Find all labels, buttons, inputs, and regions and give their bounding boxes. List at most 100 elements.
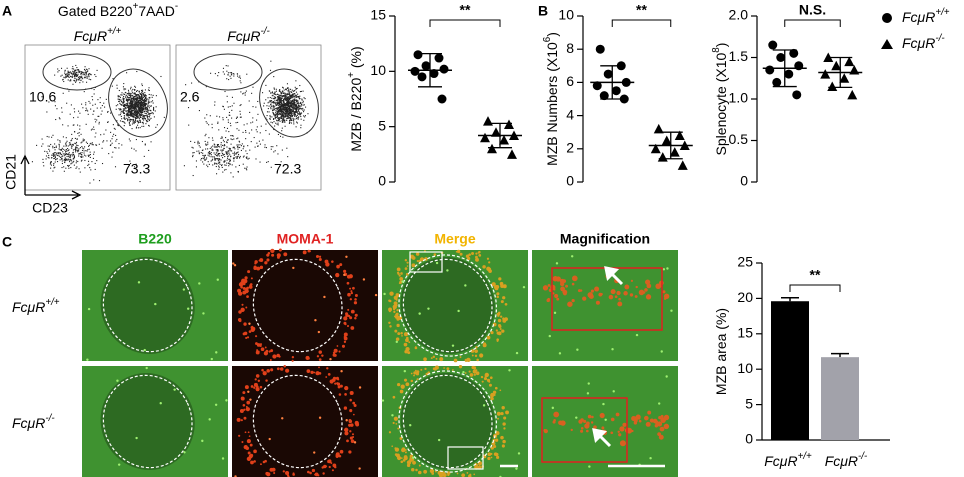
stain bbox=[497, 311, 501, 315]
flow-event bbox=[136, 116, 139, 118]
flow-event bbox=[215, 149, 217, 151]
flow-event bbox=[116, 138, 118, 141]
flow-event bbox=[282, 86, 284, 88]
stain bbox=[420, 368, 423, 371]
flow-event bbox=[302, 90, 304, 92]
speck bbox=[508, 369, 511, 372]
flow-event bbox=[272, 118, 275, 121]
flow-event bbox=[137, 127, 140, 129]
flow-event bbox=[281, 110, 283, 112]
flow-event bbox=[155, 106, 157, 108]
flow-event bbox=[234, 151, 236, 153]
flow-event bbox=[125, 104, 127, 106]
superscript: +/+ bbox=[107, 26, 121, 37]
stain bbox=[339, 449, 344, 454]
stain bbox=[547, 283, 551, 287]
flow-event bbox=[200, 157, 203, 160]
superscript: -/- bbox=[935, 33, 945, 44]
flow-event bbox=[238, 146, 240, 148]
flow-event bbox=[112, 151, 114, 153]
stain bbox=[644, 415, 649, 421]
flow-event bbox=[291, 109, 293, 111]
stain bbox=[600, 292, 603, 296]
stain bbox=[580, 426, 584, 430]
flow-event bbox=[282, 91, 284, 93]
stain bbox=[542, 285, 549, 291]
flow-event bbox=[290, 100, 292, 102]
flow-event bbox=[136, 103, 138, 105]
flow-event bbox=[67, 125, 69, 127]
flow-event bbox=[139, 97, 141, 99]
stain bbox=[634, 295, 638, 298]
flow-event bbox=[138, 91, 140, 93]
panel-label: B bbox=[538, 3, 548, 19]
flow-event bbox=[113, 127, 115, 129]
stain bbox=[453, 358, 458, 363]
flow-event bbox=[46, 151, 48, 153]
gate bbox=[193, 53, 263, 91]
stain bbox=[322, 472, 325, 475]
stain bbox=[475, 369, 478, 372]
stain bbox=[483, 342, 487, 346]
flow-event bbox=[225, 151, 227, 153]
flow-event bbox=[52, 170, 54, 172]
flow-event bbox=[135, 106, 138, 108]
stain bbox=[352, 401, 356, 405]
stain bbox=[343, 316, 348, 321]
dot bbox=[772, 77, 782, 87]
flow-event bbox=[297, 95, 300, 98]
flow-event bbox=[146, 103, 148, 106]
flow-event bbox=[90, 169, 92, 171]
stain bbox=[645, 294, 652, 300]
flow-event bbox=[134, 104, 136, 107]
flow-event bbox=[305, 106, 307, 108]
flow-event bbox=[292, 111, 295, 113]
stain bbox=[404, 259, 408, 262]
flow-event bbox=[278, 112, 280, 114]
flow-event bbox=[282, 121, 284, 123]
speck bbox=[232, 262, 235, 265]
flow-event bbox=[263, 105, 265, 107]
flow-event bbox=[271, 97, 273, 99]
flow-event bbox=[281, 130, 283, 132]
flow-event bbox=[287, 87, 289, 89]
flow-event bbox=[77, 116, 79, 118]
flow-event bbox=[128, 106, 130, 108]
flow-event bbox=[86, 109, 88, 111]
flow-event bbox=[297, 107, 299, 109]
flow-event bbox=[290, 119, 292, 122]
flow-event bbox=[61, 147, 63, 149]
flow-event bbox=[82, 74, 84, 76]
speck bbox=[517, 452, 521, 455]
flow-event bbox=[280, 108, 282, 111]
dot bbox=[480, 132, 490, 143]
dot bbox=[669, 147, 680, 157]
dot bbox=[839, 73, 850, 83]
flow-event bbox=[85, 150, 87, 152]
flow-event bbox=[118, 114, 120, 116]
flow-event bbox=[235, 122, 237, 124]
stain bbox=[475, 257, 479, 262]
flow-event bbox=[136, 95, 138, 97]
flow-event bbox=[141, 97, 143, 100]
flow-event bbox=[137, 104, 139, 107]
flow-event bbox=[139, 114, 141, 116]
flow-event bbox=[136, 116, 138, 118]
flow-event bbox=[136, 111, 138, 113]
flow-event bbox=[229, 75, 231, 77]
flow-event bbox=[291, 104, 293, 106]
flow-event bbox=[304, 116, 306, 118]
flow-event bbox=[59, 152, 61, 154]
speck bbox=[374, 293, 378, 297]
flow-event bbox=[75, 148, 77, 151]
flow-event bbox=[245, 138, 247, 140]
flow-event bbox=[298, 111, 300, 113]
flow-event bbox=[290, 106, 293, 108]
flow-event bbox=[246, 123, 248, 125]
flow-event bbox=[139, 127, 141, 129]
flow-event bbox=[276, 112, 278, 114]
speck bbox=[586, 392, 590, 395]
stain bbox=[332, 376, 337, 380]
flow-event bbox=[283, 92, 285, 94]
speck bbox=[329, 357, 332, 361]
